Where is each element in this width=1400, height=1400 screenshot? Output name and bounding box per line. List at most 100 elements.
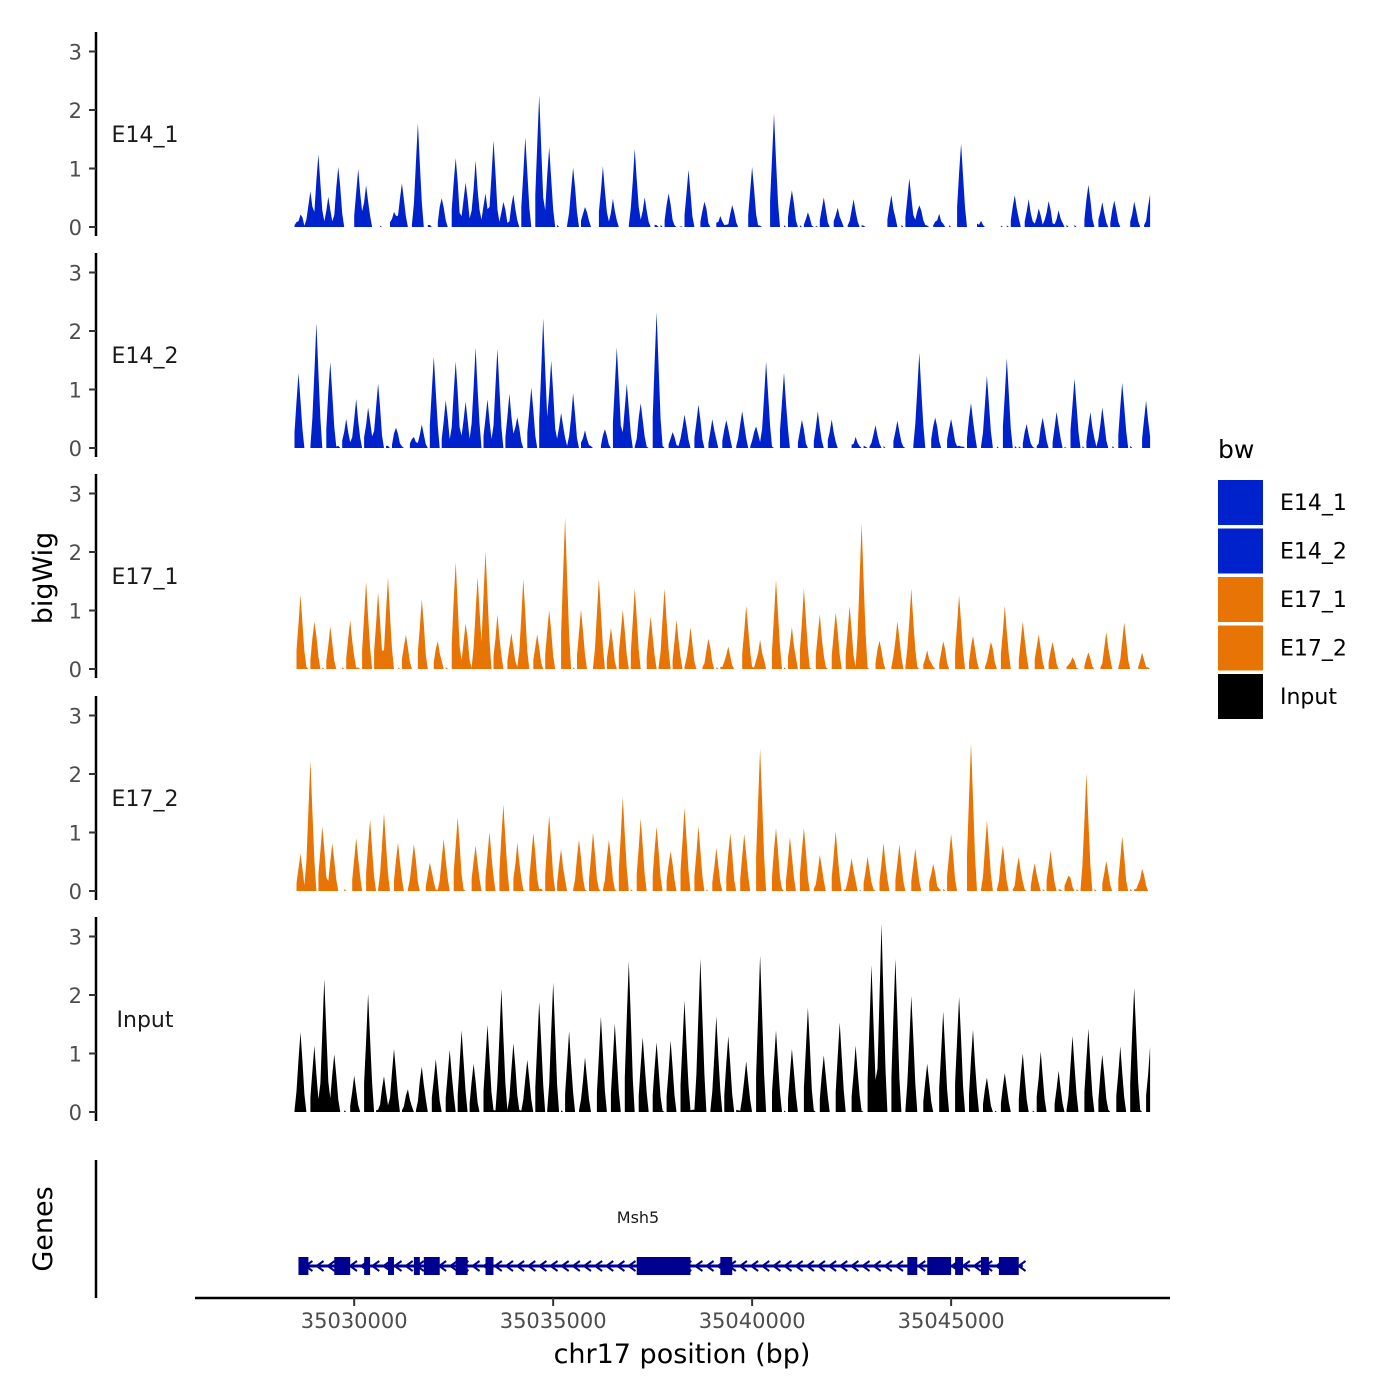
x-tick-label: 35030000 (301, 1309, 408, 1333)
legend-label: E17_1 (1280, 588, 1347, 613)
legend-swatch-e17-2 (1218, 625, 1263, 671)
gene-exon (455, 1257, 468, 1275)
strand-arrow (370, 1260, 380, 1272)
legend-swatch-input (1218, 674, 1263, 719)
strand-arrow (392, 1260, 403, 1272)
y-tick-label: 2 (69, 320, 82, 344)
signal-area-e17-2 (296, 742, 1149, 891)
track-label: Input (117, 1008, 174, 1033)
bigwig-tracks: 0 1 2 3 E14_1 0 1 2 3 E14_2 0 1 2 3 E17_1 0 1 2 3 E17_2 0 1 2 3… (69, 32, 1151, 1125)
track-label: E17_1 (112, 565, 179, 590)
strand-arrow (314, 1260, 325, 1272)
signal-area-input (294, 923, 1151, 1112)
y-tick-label: 2 (69, 763, 82, 787)
y-tick-label: 3 (69, 926, 82, 950)
y-axis-title: bigWig (28, 532, 59, 625)
strand-arrow (626, 1260, 637, 1272)
strand-arrow (548, 1260, 559, 1272)
y-tick-label: 2 (69, 541, 82, 565)
x-tick-label: 35040000 (699, 1309, 806, 1333)
legend: bw E14_1 E14_2 E17_1 E17_2 Input (1218, 435, 1347, 719)
strand-arrow (838, 1260, 848, 1272)
gene-exon (907, 1257, 918, 1275)
strand-arrow (693, 1260, 703, 1272)
strand-arrow (515, 1260, 525, 1272)
strand-arrow (604, 1260, 614, 1272)
x-axis-title: chr17 position (bp) (554, 1339, 811, 1370)
gene-exon (364, 1257, 371, 1275)
y-tick-label: 3 (69, 483, 82, 507)
x-ticks: 35030000 35035000 35040000 35045000 (301, 1298, 1005, 1333)
gene-exon (955, 1257, 964, 1275)
legend-swatch-e17-1 (1218, 577, 1263, 622)
gene-exon (298, 1257, 309, 1275)
strand-arrow (493, 1260, 503, 1272)
y-tick-label: 0 (69, 437, 82, 461)
strand-arrow (916, 1260, 926, 1272)
strand-arrow (571, 1260, 581, 1272)
gene-exon (720, 1257, 733, 1275)
legend-items: E14_1 E14_2 E17_1 E17_2 Input (1218, 480, 1347, 719)
legend-swatch-e14-2 (1218, 528, 1263, 574)
track-label: E17_2 (112, 787, 179, 812)
strand-arrow (827, 1260, 837, 1272)
legend-title: bw (1218, 435, 1254, 464)
y-tick-label: 0 (69, 658, 82, 682)
y-tick-label: 2 (69, 984, 82, 1008)
track-e14-1: 0 1 2 3 E14_1 (69, 32, 1151, 240)
strand-arrow (883, 1260, 893, 1272)
y-tick-label: 3 (69, 41, 82, 65)
gene-name-label: Msh5 (617, 1208, 659, 1227)
gene-exon (388, 1257, 394, 1275)
strand-arrow (738, 1260, 748, 1272)
strand-arrow (805, 1260, 815, 1272)
strand-arrow (403, 1260, 414, 1272)
strand-arrow (782, 1260, 793, 1272)
gene-exon (423, 1257, 440, 1275)
legend-label: Input (1280, 685, 1337, 710)
track-label: E14_2 (112, 344, 179, 369)
y-tick-label: 2 (69, 99, 82, 123)
strand-arrow (559, 1260, 570, 1272)
gene-track: Msh5 Genes (28, 1160, 1027, 1298)
gene-exon (998, 1257, 1019, 1275)
strand-arrow (448, 1260, 458, 1272)
strand-arrow (504, 1260, 514, 1272)
strand-arrow (749, 1260, 759, 1272)
strand-arrow (771, 1260, 781, 1272)
strand-arrow (760, 1260, 770, 1272)
strand-arrow (582, 1260, 592, 1272)
gene-exon (485, 1257, 494, 1275)
strand-arrow (849, 1260, 859, 1272)
strand-arrow (816, 1260, 826, 1272)
track-label: E14_1 (112, 123, 179, 148)
legend-label: E14_1 (1280, 491, 1347, 516)
y-tick-label: 1 (69, 822, 82, 846)
track-e17-1: 0 1 2 3 E17_1 (69, 474, 1151, 682)
strand-arrow (871, 1260, 882, 1272)
x-tick-label: 35045000 (898, 1309, 1005, 1333)
y-tick-label: 0 (69, 1101, 82, 1125)
gene-exon (980, 1257, 989, 1275)
gene-exon (334, 1257, 351, 1275)
strand-arrow (860, 1260, 871, 1272)
strand-arrow (537, 1260, 547, 1272)
gene-exon (413, 1257, 420, 1275)
gene-exon (636, 1257, 691, 1275)
strand-arrow (526, 1260, 536, 1272)
strand-arrow (972, 1260, 982, 1272)
strand-arrow (593, 1260, 603, 1272)
y-tick-label: 0 (69, 880, 82, 904)
signal-area-e17-1 (296, 517, 1151, 669)
legend-label: E14_2 (1280, 540, 1347, 565)
legend-swatch-e14-1 (1218, 480, 1263, 525)
legend-label: E17_2 (1280, 637, 1347, 662)
y-tick-label: 1 (69, 1043, 82, 1067)
strand-arrow (325, 1260, 336, 1272)
signal-area-e14-1 (294, 95, 1151, 227)
track-e17-2: 0 1 2 3 E17_2 (69, 696, 1149, 904)
y-tick-label: 3 (69, 262, 82, 286)
strand-arrow (704, 1260, 715, 1272)
y-tick-label: 0 (69, 216, 82, 240)
